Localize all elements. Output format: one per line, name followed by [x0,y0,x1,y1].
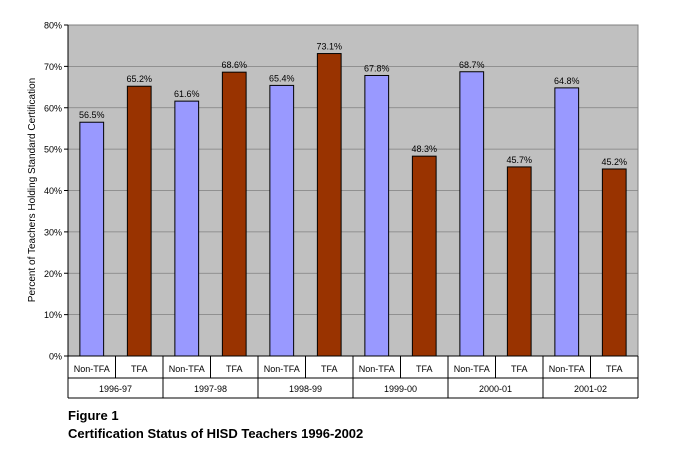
bar-value-label: 65.2% [126,74,152,84]
bar-chart: 56.5% 65.2% 61.6% 68.6% 65.4% 73.1% 67.8% 48.3%… [27,21,639,399]
bars [79,53,627,357]
bar-value-label: 68.6% [221,60,247,70]
bar [554,87,580,357]
y-axis-label: Percent of Teachers Holding Standard Cer… [27,78,38,302]
x-group-label: 2001-02 [574,384,607,394]
y-tick-label: 20% [44,269,62,279]
y-tick-label: 10% [44,310,62,320]
bar [79,121,105,357]
x-subcategory-label: TFA [416,364,433,374]
x-subcategory-label: TFA [606,364,623,374]
y-tick-label: 30% [44,227,62,237]
bar-value-label: 67.8% [364,63,390,73]
x-subcategory-label: Non-TFA [359,364,395,374]
x-group-label: 2000-01 [479,384,512,394]
x-group-label: 1997-98 [194,384,227,394]
y-tick-label: 50% [44,145,62,155]
bar [601,168,627,357]
bar-value-label: 45.7% [506,155,532,165]
bar [269,84,295,357]
bar-value-label: 64.8% [554,76,580,86]
bar-value-label: 68.7% [459,60,485,70]
bar [411,155,437,357]
y-tick-label: 70% [44,62,62,72]
bar [174,100,200,357]
figure-title: Certification Status of HISD Teachers 19… [68,426,364,441]
bar [316,53,342,357]
bar [506,166,532,357]
bar-value-labels: 56.5% 65.2% 61.6% 68.6% 65.4% 73.1% 67.8% 48.3%… [79,42,627,167]
x-subcategory-label: TFA [321,364,338,374]
y-tick-label: 0% [49,352,62,362]
x-subcategory-label: Non-TFA [264,364,300,374]
y-tick-label: 60% [44,103,62,113]
figure-number: Figure 1 [68,408,119,423]
x-group-label: 1996-97 [99,384,132,394]
x-subcategory-label: TFA [131,364,148,374]
y-tick-label: 80% [44,21,62,31]
x-subcategory-label: Non-TFA [169,364,205,374]
y-axis: 0% 10% 20% 30% 40% 50% 60% 70% 80% [44,21,69,362]
bar [459,71,485,357]
x-subcategory-label: TFA [511,364,528,374]
bar [364,74,390,357]
bar-value-label: 65.4% [269,73,295,83]
bar-value-label: 45.2% [601,157,627,167]
bar [126,85,152,357]
bar-value-label: 73.1% [316,42,342,52]
bar-value-label: 61.6% [174,89,200,99]
x-subcategory-label: Non-TFA [549,364,585,374]
x-group-label: 1999-00 [384,384,417,394]
bar-value-label: 48.3% [411,144,437,154]
x-axis: Non-TFA TFA 1996-97 Non-TFA TFA 1997-98 Non-TF… [67,355,639,399]
bar [221,71,247,357]
x-subcategory-label: Non-TFA [74,364,110,374]
x-group-label: 1998-99 [289,384,322,394]
x-subcategory-label: Non-TFA [454,364,490,374]
bar-value-label: 56.5% [79,110,105,120]
y-tick-label: 40% [44,186,62,196]
x-subcategory-label: TFA [226,364,243,374]
gridlines [68,65,638,316]
